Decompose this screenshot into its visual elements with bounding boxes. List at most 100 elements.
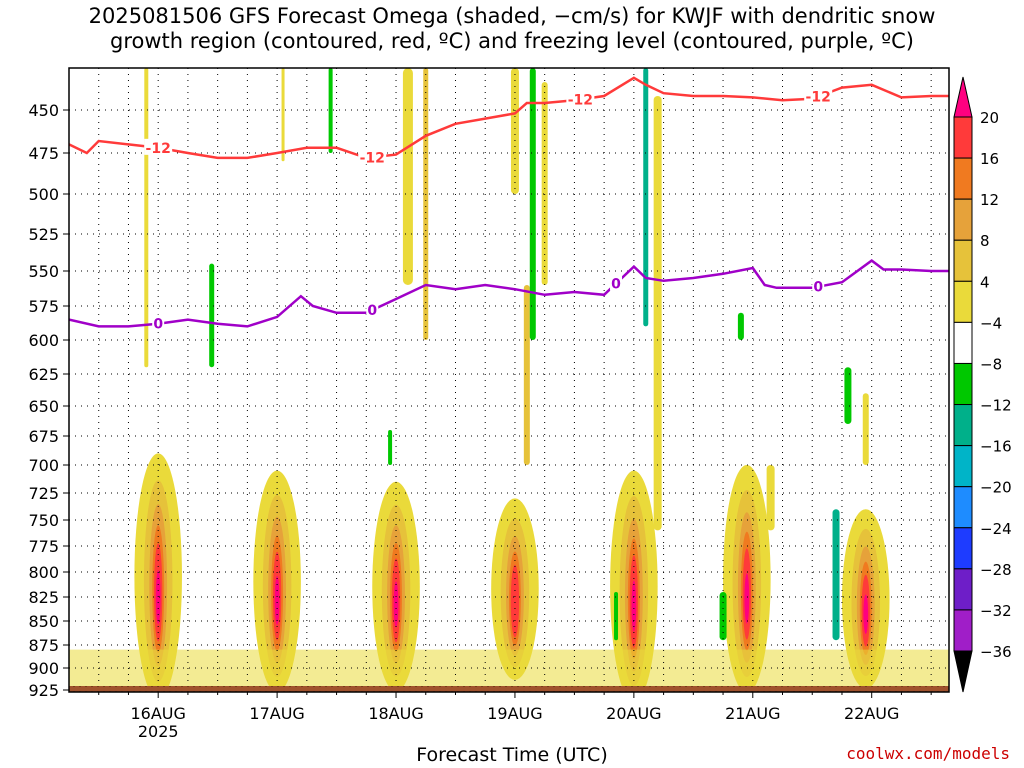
omega-streak (643, 68, 649, 327)
ground-band (69, 686, 949, 692)
dgz-minus12-label: -12 (568, 92, 593, 108)
omega-contour-fill (393, 581, 399, 628)
ascent-core (841, 509, 890, 689)
x-tick-label: 22AUG (844, 704, 899, 723)
omega-shading (69, 68, 949, 692)
y-tick-label: 900 (28, 659, 59, 678)
grid (69, 68, 949, 692)
omega-streak (402, 68, 413, 285)
freezing-label-bg (812, 277, 825, 294)
colorbar-label: −8 (980, 355, 1002, 373)
chart-title-line1: 2025081506 GFS Forecast Omega (shaded, −… (88, 4, 936, 28)
credit-text: coolwx.com/models (846, 744, 1010, 763)
colorbar-swatch (953, 362, 973, 406)
y-tick-label: 550 (28, 262, 59, 281)
colorbar-swatch (953, 486, 973, 529)
omega-streak (144, 68, 149, 368)
y-tick-label: 450 (28, 101, 59, 120)
omega-streak (388, 430, 393, 465)
y-tick-label: 500 (28, 185, 59, 204)
colorbar-label: −24 (980, 520, 1012, 538)
colorbar-label: 20 (980, 109, 999, 127)
x-axis-label: Forecast Time (UTC) (416, 744, 608, 766)
colorbar-swatch (953, 609, 973, 652)
omega-streak (529, 68, 536, 340)
freezing-level-label: 0 (153, 317, 163, 333)
y-axis-pressure: 450 475 500 525 550 575 600 625 650 675 700 725 750 7… (28, 101, 69, 700)
x-axis-time: 16AUG 17AUG 18AUG 19AUG 20AUG 21AUG 22AUG 2025 (98, 692, 932, 741)
dgz-label-bg (566, 90, 595, 107)
omega-streak (209, 263, 215, 368)
colorbar-label: −16 (980, 438, 1012, 456)
freezing-level-label: 0 (367, 303, 377, 319)
colorbar-swatch (953, 445, 973, 488)
colorbar-swatch (953, 280, 973, 323)
x-tick-label: 16AUG (130, 704, 185, 723)
omega-contour-fill (744, 573, 750, 624)
y-tick-label: 700 (28, 456, 59, 475)
y-tick-label: 600 (28, 331, 59, 350)
omega-streak (766, 465, 775, 531)
dgz-minus12-contour (69, 76, 949, 160)
dgz-label-bg (358, 148, 387, 165)
y-tick-label: 725 (28, 484, 59, 503)
y-tick-label: 650 (28, 397, 59, 416)
omega-contour-fill (274, 576, 280, 625)
colorbar-label: −20 (980, 479, 1012, 497)
omega-streak (832, 509, 840, 641)
omega-streak (844, 367, 852, 424)
plot-frame (68, 67, 950, 693)
ascent-core (610, 470, 658, 692)
y-tick-label: 625 (28, 365, 59, 384)
freezing-label-bg (152, 314, 165, 331)
chart-title: 2025081506 GFS Forecast Omega (shaded, −… (0, 4, 1024, 54)
omega-streak (653, 96, 662, 531)
omega-contour-fill (631, 580, 637, 632)
y-tick-label: 750 (28, 511, 59, 530)
dgz-minus12-label: -12 (146, 141, 171, 157)
x-year-label: 2025 (138, 722, 179, 741)
colorbar-label: −32 (980, 602, 1012, 620)
x-tick-label: 17AUG (249, 704, 304, 723)
dgz-label-bg (804, 87, 833, 104)
low-level-ascent (69, 649, 949, 692)
x-tick-label: 21AUG (725, 704, 780, 723)
freezing-level-label: 0 (611, 277, 621, 293)
y-tick-label: 850 (28, 612, 59, 631)
x-tick-label: 18AUG (368, 704, 423, 723)
omega-streak (737, 312, 744, 340)
x-tick-label: 19AUG (487, 704, 542, 723)
omega-streak (614, 592, 619, 641)
colorbar-swatch (953, 198, 973, 241)
plot-border (68, 67, 950, 693)
colorbar-label: −36 (980, 643, 1012, 661)
colorbar-swatch (953, 404, 973, 447)
ascent-core (723, 465, 771, 692)
ascent-core (253, 470, 301, 692)
colorbar-swatch (953, 116, 973, 159)
x-tick-label: 20AUG (606, 704, 661, 723)
omega-contour-fill (863, 594, 869, 634)
chart-title-line2: growth region (contoured, red, ºC) and f… (110, 29, 914, 53)
omega-contour-fill (155, 570, 161, 625)
colorbar-bottom-arrow (953, 650, 973, 693)
dgz-minus12-label: -12 (360, 150, 385, 166)
colorbar-label: 8 (980, 232, 990, 250)
contours: -12 -12 -12 -12 0 0 0 0 (69, 76, 949, 333)
omega-streak (862, 393, 869, 465)
colorbar-swatch (953, 239, 973, 282)
freezing-level-label: 0 (813, 280, 823, 296)
y-tick-label: 575 (28, 297, 59, 316)
y-tick-label: 475 (28, 144, 59, 163)
colorbar-swatch (953, 157, 973, 200)
colorbar-swatch (953, 321, 973, 364)
colorbar-top-arrow (953, 76, 973, 118)
colorbar-label: 4 (980, 273, 990, 291)
omega-streak (510, 68, 519, 194)
colorbar-label: −4 (980, 314, 1002, 332)
colorbar-swatch (953, 568, 973, 611)
colorbar: 20 16 12 8 4 −4 −8 −12 −16 −20 −24 −28 −32 −36 (953, 76, 1012, 693)
ascent-core (491, 498, 539, 680)
omega-streak (719, 592, 727, 641)
colorbar-label: −28 (980, 561, 1012, 579)
